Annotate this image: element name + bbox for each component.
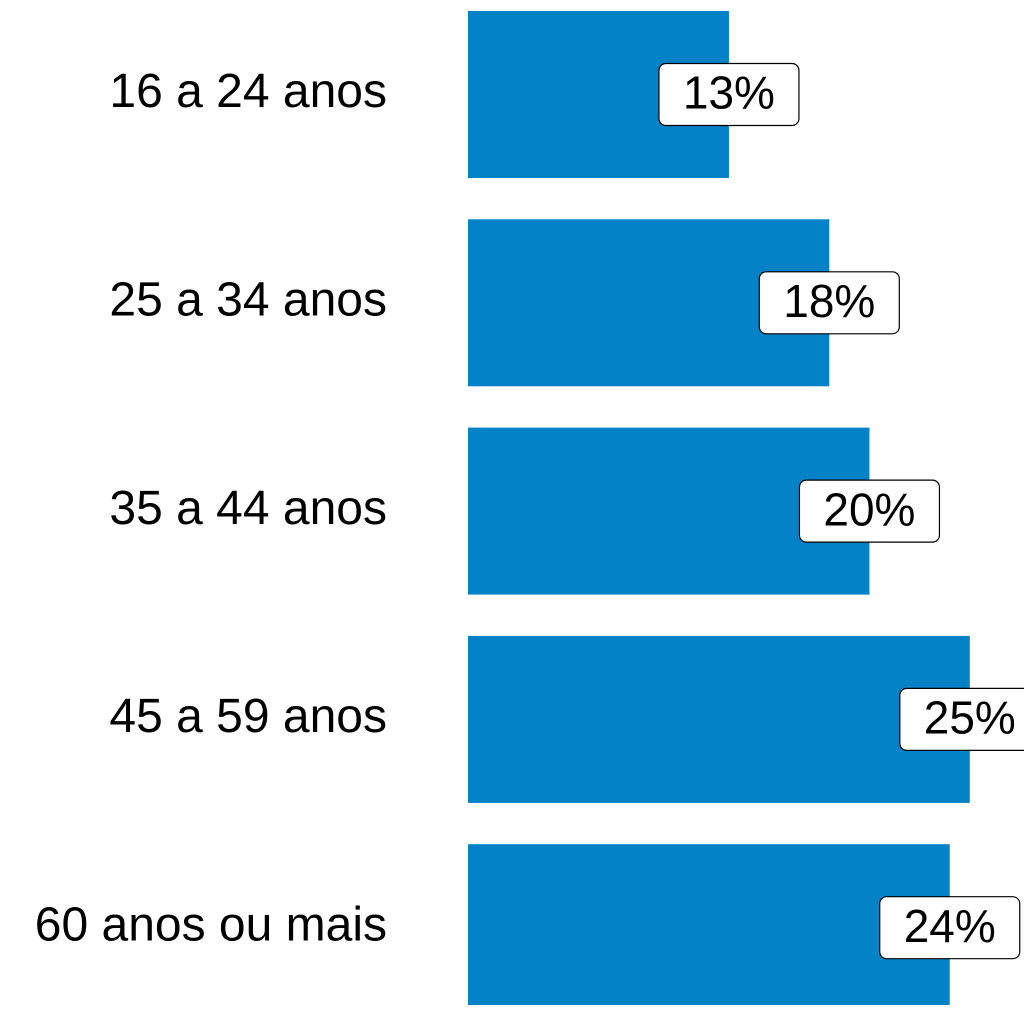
y-tick-label: 16 a 24 anos: [109, 65, 387, 118]
value-label-box: [658, 62, 800, 127]
value-label: 13%: [683, 67, 775, 119]
bar: [468, 844, 950, 1010]
value-label-box: [798, 479, 941, 543]
y-tick-label: 60 anos ou mais: [35, 898, 387, 951]
value-label-box: [879, 896, 1021, 960]
y-tick-label: 25 a 34 anos: [109, 273, 387, 326]
value-label-box: [899, 687, 1024, 751]
y-tick-label: 35 a 44 anos: [109, 482, 387, 535]
y-tick-label: 45 a 59 anos: [109, 690, 387, 743]
value-label: 18%: [783, 275, 875, 327]
value-label-box: [758, 271, 900, 335]
value-label: 20%: [823, 483, 915, 535]
value-label: 24%: [904, 900, 996, 952]
value-label: 25%: [924, 692, 1016, 744]
bar: [468, 635, 970, 803]
